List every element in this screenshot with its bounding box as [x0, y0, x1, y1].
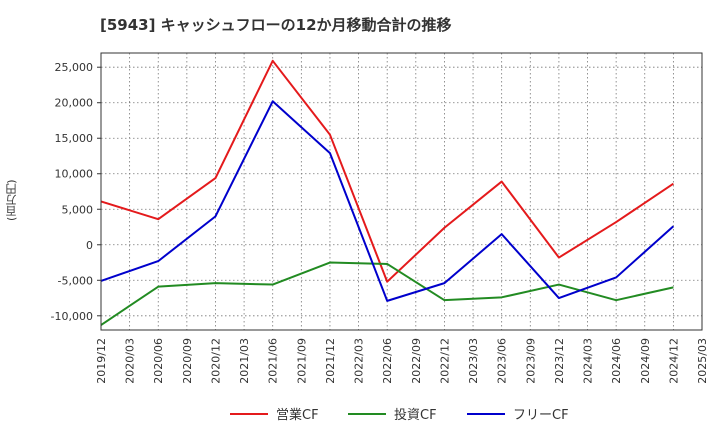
x-tick-label: 2023/09 — [524, 338, 537, 384]
grid-lines — [100, 53, 703, 330]
x-tick-label: 2019/12 — [95, 338, 108, 384]
y-tick-label: 10,000 — [55, 168, 94, 181]
x-tick-label: 2022/06 — [381, 338, 394, 384]
x-tick-label: 2023/06 — [496, 338, 509, 384]
y-tick-label: 15,000 — [55, 132, 94, 145]
legend-label: 投資CF — [394, 407, 437, 423]
x-tick-label: 2020/12 — [209, 338, 222, 384]
x-tick-label: 2023/12 — [553, 338, 566, 384]
x-tick-label: 2021/03 — [238, 338, 251, 384]
series-line-営業CF — [100, 59, 674, 283]
series-lines — [100, 59, 675, 326]
y-tick-label: 0 — [86, 239, 93, 252]
y-tick-label: 20,000 — [55, 97, 94, 110]
x-tick-label: 2022/03 — [353, 338, 366, 384]
y-axis-ticks: -10,000 -5,000 0 5,000 10,000 15,000 20,000 25,… — [51, 61, 101, 323]
legend-label: 営業CF — [276, 407, 319, 423]
x-tick-label: 2024/03 — [582, 338, 595, 384]
x-tick-label: 2020/06 — [152, 338, 165, 384]
chart-title: [5943] キャッシュフローの12か月移動合計の推移 — [100, 16, 452, 34]
y-tick-label: 25,000 — [55, 61, 94, 74]
x-tick-label: 2024/12 — [667, 338, 680, 384]
x-tick-label: 2024/09 — [639, 338, 652, 384]
x-tick-label: 2021/09 — [295, 338, 308, 384]
legend-label: フリーCF — [513, 408, 569, 423]
plot-frame — [100, 52, 703, 331]
x-tick-label: 2022/09 — [410, 338, 423, 384]
y-tick-label: -5,000 — [58, 274, 93, 287]
y-tick-label: -10,000 — [51, 310, 93, 323]
x-tick-label: 2021/06 — [267, 338, 280, 384]
x-tick-label: 2024/06 — [610, 338, 623, 384]
x-axis-ticks: 2019/12 2020/03 2020/06 2020/09 2020/12 2021/… — [95, 338, 709, 384]
legend: 営業CF 投資CF フリーCF — [230, 407, 569, 423]
x-tick-label: 2022/12 — [438, 338, 451, 384]
y-tick-label: 5,000 — [62, 203, 94, 216]
series-line-フリーCF — [100, 100, 675, 302]
x-tick-label: 2020/03 — [124, 338, 137, 384]
x-tick-label: 2023/03 — [467, 338, 480, 384]
x-tick-label: 2025/03 — [696, 338, 709, 384]
x-tick-label: 2021/12 — [324, 338, 337, 384]
series-line-投資CF — [100, 261, 674, 326]
x-tick-label: 2020/09 — [181, 338, 194, 384]
